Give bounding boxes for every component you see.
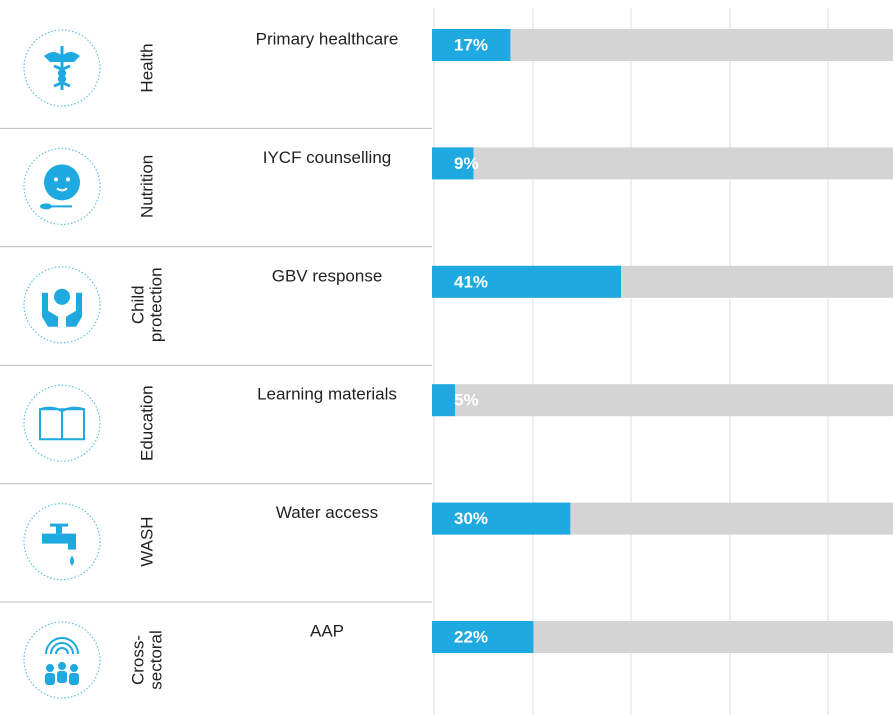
icon-part: [68, 533, 76, 550]
indicator-label: Learning materials: [257, 385, 397, 404]
sector-icon: [44, 46, 80, 90]
icon-part: [57, 671, 67, 683]
icon-part: [55, 647, 69, 655]
icon-part: [40, 203, 52, 210]
icon-ring: [23, 502, 101, 581]
icon-part: [70, 664, 78, 672]
icon-part: [42, 292, 58, 327]
sector-label: Child: [128, 285, 147, 324]
icon-part: [58, 662, 66, 670]
icon-part: [54, 288, 70, 305]
value-label: 17%: [454, 35, 488, 54]
icon-part: [66, 292, 82, 327]
sector-icon: [45, 637, 79, 685]
icon-part: [50, 523, 68, 527]
icon-part: [70, 555, 74, 566]
icon-part: [46, 664, 54, 672]
sector-icon: [42, 288, 82, 327]
value-label: 41%: [454, 272, 488, 291]
sector-icon: [40, 164, 80, 210]
icon-part: [44, 52, 80, 62]
icon-part: [50, 642, 74, 655]
icon-part: [69, 673, 79, 685]
value-label: 9%: [454, 154, 479, 173]
indicator-label: Primary healthcare: [256, 29, 399, 48]
bar: [432, 502, 571, 535]
sector-label: protection: [146, 267, 165, 342]
icon-part: [56, 525, 62, 534]
icon-ring: [23, 29, 101, 107]
bar-track: [432, 147, 893, 180]
sector-label: Health: [137, 43, 156, 92]
value-label: 5%: [454, 391, 479, 410]
indicator-label: GBV response: [272, 266, 383, 285]
icon-ring: [23, 621, 101, 699]
bar-track: [432, 384, 893, 417]
sector-icon: [39, 406, 85, 441]
indicator-label: Water access: [276, 503, 378, 522]
bar: [432, 147, 474, 180]
icon-ring: [23, 147, 101, 225]
bar: [432, 621, 534, 653]
icon-part: [44, 164, 80, 201]
bar: [432, 29, 511, 61]
icon-ring: [23, 384, 101, 462]
sector-label: sectoral: [146, 630, 165, 690]
icon-part: [56, 187, 68, 192]
bar: [432, 265, 622, 298]
icon-part: [39, 406, 85, 413]
indicator-label: AAP: [310, 621, 344, 640]
indicator-label: IYCF counselling: [263, 148, 392, 167]
icon-part: [66, 177, 70, 182]
icon-part: [53, 64, 71, 88]
icon-ring: [23, 266, 101, 344]
sector-label: WASH: [137, 516, 156, 566]
sector-label: Cross-: [128, 635, 147, 685]
icon-part: [45, 673, 55, 685]
icon-part: [42, 533, 68, 544]
icon-part: [54, 177, 58, 182]
value-label: 22%: [454, 627, 488, 646]
sector-label: Nutrition: [137, 155, 156, 218]
sector-label: Education: [137, 385, 156, 461]
value-label: 30%: [454, 509, 488, 528]
icon-part: [45, 637, 79, 655]
bar: [432, 384, 456, 417]
icon-part: [39, 408, 85, 441]
sector-icon: [42, 523, 76, 566]
